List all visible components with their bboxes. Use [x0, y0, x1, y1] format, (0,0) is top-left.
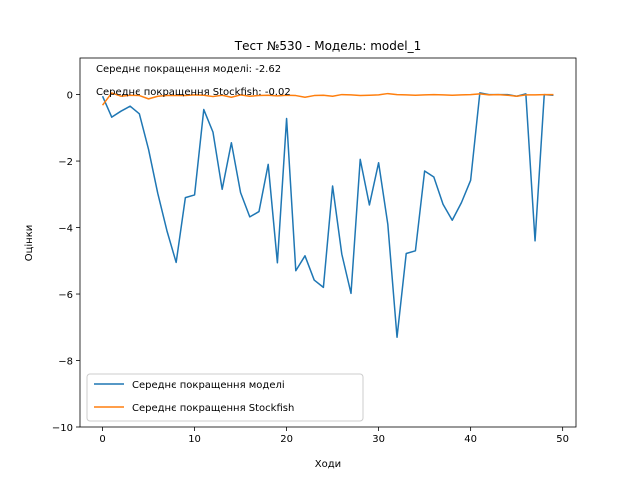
x-tick-label: 10	[188, 434, 201, 445]
legend-label-model: Середнє покращення моделі	[132, 379, 285, 391]
x-tick-label: 30	[372, 434, 385, 445]
series-line-1	[101, 92, 554, 106]
y-tick-label: −4	[58, 224, 73, 235]
y-axis-label: Оцінки	[23, 225, 35, 262]
plot-frame	[79, 57, 577, 428]
chart-title: Тест №530 - Модель: model_1	[234, 39, 421, 53]
y-tick-label: −6	[58, 290, 73, 301]
y-tick-label: −10	[52, 423, 73, 434]
legend-box	[86, 373, 364, 422]
legend-label-stockfish: Середнє покращення Stockfish	[132, 403, 294, 414]
legend: Середнє покращення моделі Середнє покращ…	[86, 373, 364, 422]
y-tick-label: −8	[58, 357, 73, 368]
x-tick-label: 50	[556, 434, 569, 445]
x-tick-label: 0	[99, 434, 105, 445]
y-tick-label: 0	[67, 91, 73, 102]
x-tick-label: 20	[280, 434, 293, 445]
x-tick-label: 40	[464, 434, 477, 445]
stockfish-annotation: Середнє покращення Stockfish: -0.02	[96, 87, 291, 98]
y-tick-label: −2	[58, 157, 73, 168]
x-axis-label: Ходи	[315, 459, 341, 470]
series-line-0	[101, 92, 554, 338]
plot-area: 0 10 20 30 40 50 −10 −8 −6 −4 −2 0	[52, 57, 577, 445]
model-annotation: Середнє покращення моделі: -2.62	[96, 63, 281, 75]
